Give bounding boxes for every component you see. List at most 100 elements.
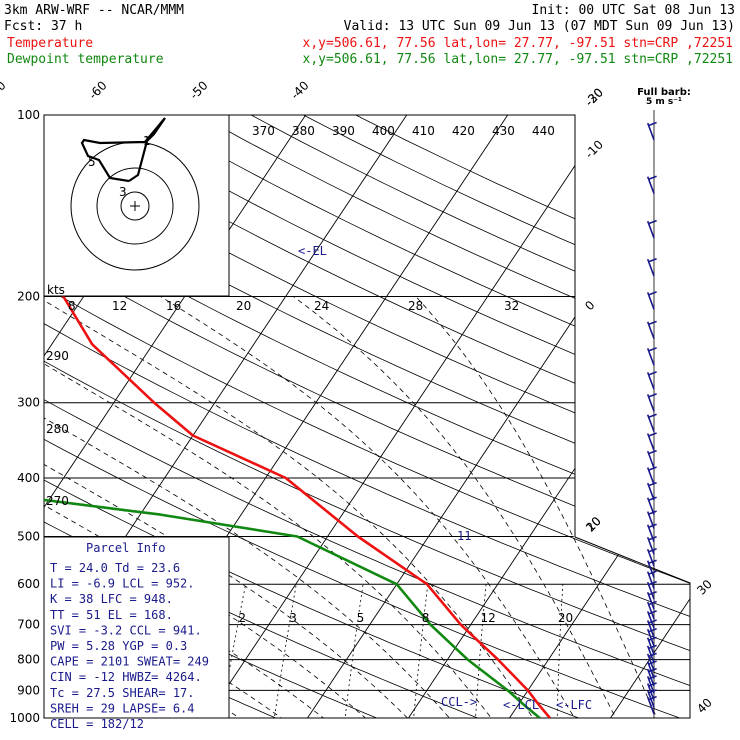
wind-barb xyxy=(646,371,657,390)
wind-barb xyxy=(646,548,657,567)
dry-adiabat-380 xyxy=(44,115,690,718)
parcel-info-panel: Parcel Info T = 24.0 Td = 23.6 LI = -6.9 … xyxy=(43,536,230,731)
pressure-tick-400: 400 xyxy=(17,471,40,485)
pressure-tick-100: 100 xyxy=(17,108,40,122)
theta-label-440: 440 xyxy=(532,124,555,138)
isotherm-30 xyxy=(610,115,690,718)
dry-adiabat-460 xyxy=(355,115,690,718)
dry-adiabat-300 xyxy=(44,115,613,718)
hodograph-label-3: 3 xyxy=(119,185,127,199)
mixing-ratio-label-3: 3 xyxy=(289,611,297,625)
wind-barb xyxy=(646,636,657,655)
theta-side-label-270: 270 xyxy=(46,494,69,508)
dry-adiabat-390 xyxy=(44,115,690,718)
wind-barb xyxy=(646,652,657,672)
lcl-annotation: <-LCL xyxy=(503,698,539,712)
wind-barb xyxy=(646,481,657,501)
moist-adiabat-16 xyxy=(44,296,461,718)
dry-adiabat-350 xyxy=(44,115,690,718)
temperature-profile xyxy=(44,115,551,718)
init-time: Init: 00 UTC Sat 08 Jun 13 xyxy=(532,3,736,18)
pressure-tick-500: 500 xyxy=(17,529,40,543)
parcel-row-2: K = 38 LFC = 948. xyxy=(50,592,173,606)
parcel-row-8: Tc = 27.5 SHEAR= 17. xyxy=(50,686,195,700)
hodograph-label-5: 5 xyxy=(88,155,96,169)
mixing-ratio-12 xyxy=(474,584,487,718)
hodograph: kts 3 5 1 xyxy=(43,114,230,297)
wind-barb xyxy=(646,320,657,340)
isotherm-label-0: 0 xyxy=(582,298,597,313)
hodograph-ring-label-20: 20 xyxy=(236,299,251,313)
parcel-row-3: TT = 51 EL = 168. xyxy=(50,608,173,622)
isotherm-label-40: 40 xyxy=(694,695,715,716)
moist-adiabat-36 xyxy=(415,296,663,718)
mixing-ratio-8 xyxy=(412,584,429,718)
isotherm-20 xyxy=(509,115,690,718)
isotherm--40 xyxy=(44,115,307,718)
lfc-annotation: <-LFC xyxy=(556,698,592,712)
wind-barb xyxy=(646,413,657,432)
wind-barb xyxy=(646,219,657,239)
mixing-ratio-label-2: 2 xyxy=(238,611,246,625)
dewpoint-profile xyxy=(44,115,541,718)
dry-adiabat-340 xyxy=(44,115,690,718)
mixing-ratio-20 xyxy=(556,584,564,718)
parcel-row-1: LI = -6.9 LCL = 952. xyxy=(50,577,195,591)
wind-barb xyxy=(646,644,657,664)
moist-adiabat-20 xyxy=(44,296,502,718)
mixing-ratio-label-8: 8 xyxy=(422,611,430,625)
theta-label-430: 430 xyxy=(492,124,515,138)
wind-barb xyxy=(646,175,657,194)
wind-barb xyxy=(646,627,657,647)
dry-adiabat-320 xyxy=(44,115,690,718)
isotherm-label--70: -70 xyxy=(0,78,9,102)
hodograph-ring-label-16: 16 xyxy=(166,299,181,313)
hodograph-ring-label-12: 12 xyxy=(112,299,127,313)
hodograph-ring-label-28: 28 xyxy=(408,299,423,313)
parcel-row-4: SVI = -3.2 CCL = 941. xyxy=(50,623,202,637)
pressure-tick-900: 900 xyxy=(17,683,40,697)
wind-barbs: Full barb: 5 m s⁻¹ xyxy=(637,87,691,718)
temp-station-info: x,y=506.61, 77.56 lat,lon= 27.77, -97.51… xyxy=(303,36,733,51)
wind-barb xyxy=(646,559,657,578)
isotherm-label--60: -60 xyxy=(86,78,110,102)
dew-station-info: x,y=506.61, 77.56 lat,lon= 27.77, -97.51… xyxy=(303,52,733,67)
theta-label-370: 370 xyxy=(252,124,275,138)
pressure-tick-600: 600 xyxy=(17,577,40,591)
moist-adiabat-28 xyxy=(160,296,583,718)
theta-label-420: 420 xyxy=(452,124,475,138)
parcel-row-9: SREH = 29 LAPSE= 6.4 xyxy=(50,701,195,715)
pressure-tick-300: 300 xyxy=(17,396,40,410)
parcel-title: Parcel Info xyxy=(86,541,165,555)
isotherm-label--40: -40 xyxy=(288,78,312,102)
moist-adiabat-32 xyxy=(293,296,623,718)
dry-adiabat-450 xyxy=(303,115,690,718)
hodograph-trace xyxy=(80,117,166,183)
wind-barb xyxy=(646,291,657,310)
model-title: 3km ARW-WRF -- NCAR/MMM xyxy=(4,3,184,18)
wind-barb xyxy=(646,610,657,629)
wind-barb xyxy=(646,536,657,555)
dry-adiabat-360 xyxy=(44,115,690,718)
theta-side-label-290: 290 xyxy=(46,349,69,363)
legend-temperature: Temperature xyxy=(7,36,93,51)
dry-adiabat-330 xyxy=(44,115,690,718)
legend-dewpoint: Dewpoint temperature xyxy=(7,52,164,67)
sounding-profiles xyxy=(44,115,551,718)
wind-barb xyxy=(646,600,657,620)
el-annotation: <-EL xyxy=(298,244,327,258)
parcel-row-0: T = 24.0 Td = 23.6 xyxy=(50,561,180,575)
wind-barb xyxy=(646,432,657,451)
mixing-ratio-label-12: 12 xyxy=(480,611,495,625)
isotherm-label--50: -50 xyxy=(187,78,211,102)
mixing-ratio-3 xyxy=(272,584,297,718)
mixing-ratio-label-20: 20 xyxy=(558,611,573,625)
wind-barb xyxy=(646,580,657,600)
wind-barb xyxy=(646,257,657,277)
hodograph-ring-label-8: 8 xyxy=(68,299,76,313)
wind-barb xyxy=(646,591,657,610)
theta-label-380: 380 xyxy=(292,124,315,138)
ccl-annotation: CCL-> xyxy=(441,695,477,709)
wind-barb xyxy=(646,619,657,638)
